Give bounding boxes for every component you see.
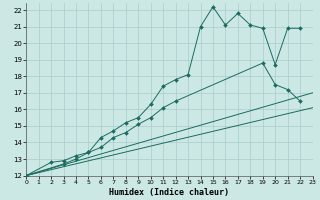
X-axis label: Humidex (Indice chaleur): Humidex (Indice chaleur): [109, 188, 229, 197]
